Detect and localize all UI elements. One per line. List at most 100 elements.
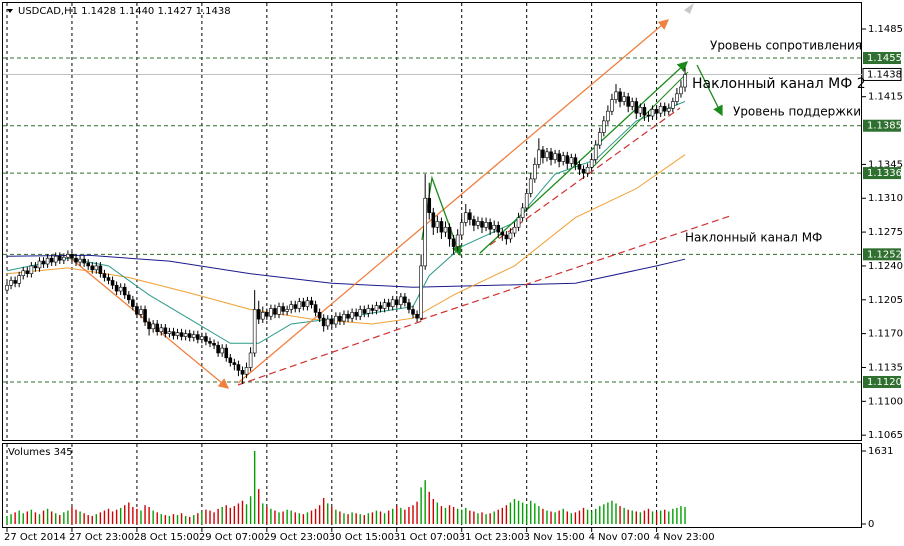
candle-body: [427, 197, 432, 214]
candle-body: [610, 99, 614, 112]
candle-body: [5, 284, 9, 291]
candle-body: [451, 238, 456, 247]
volume-tick-label: 1631: [868, 446, 893, 457]
candle-body: [622, 96, 626, 102]
annotation: Уровень поддержки: [733, 105, 861, 119]
candle-body: [557, 153, 561, 162]
candle-body: [297, 301, 302, 309]
candle-body: [155, 323, 160, 332]
candle-body: [484, 222, 488, 228]
y-tick-label: 1.1275: [868, 227, 903, 238]
candle-body: [179, 332, 184, 337]
candle-body: [224, 347, 229, 359]
candle-body: [49, 257, 54, 263]
candle-body: [650, 108, 655, 117]
candle-body: [273, 308, 277, 315]
level-label: 1.1252: [867, 249, 902, 260]
candle-body: [415, 313, 419, 319]
volumes: [6, 451, 686, 524]
candle-body: [248, 352, 253, 368]
candle-body: [37, 260, 42, 269]
level-label: 1.1385: [867, 121, 902, 132]
candle-body: [135, 306, 139, 315]
candle-body: [127, 294, 131, 301]
x-tick-label: 31 Oct 23:00: [459, 532, 524, 543]
x-tick-label: 31 Oct 07:00: [394, 532, 459, 543]
candle-body: [516, 217, 521, 228]
candle-body: [658, 106, 663, 114]
candle-body: [236, 364, 241, 371]
candle-body: [102, 273, 107, 278]
candle-body: [581, 168, 586, 174]
candle-body: [366, 308, 371, 314]
candle-body: [411, 309, 415, 315]
candle-body: [342, 313, 346, 322]
candle-body: [549, 151, 553, 160]
candle-body: [480, 221, 484, 228]
candle-body: [163, 327, 168, 334]
candle-body: [443, 226, 448, 233]
candle-body: [200, 336, 204, 340]
candle-body: [537, 149, 541, 165]
candle-body: [293, 304, 298, 309]
candle-body: [488, 222, 492, 230]
moving-average: [6, 154, 686, 325]
volume-title: Volumes 345: [8, 447, 73, 458]
candle-body: [512, 226, 517, 234]
candle-body: [666, 108, 671, 112]
candle-body: [41, 260, 46, 265]
candle-body: [151, 323, 155, 330]
candle-body: [183, 333, 188, 337]
trend-line: [591, 71, 689, 169]
x-tick-label: 4 Nov 07:00: [589, 532, 650, 543]
candle-body: [167, 331, 172, 334]
candle-body: [390, 299, 395, 307]
candle-body: [57, 255, 62, 261]
candle-body: [350, 312, 354, 319]
candle-body: [62, 256, 66, 261]
candle-body: [90, 265, 95, 271]
candle-body: [171, 331, 176, 336]
candle-body: [305, 300, 310, 307]
candle-body: [630, 101, 635, 107]
candle-body: [642, 107, 647, 116]
candle-body: [122, 286, 127, 296]
level-label-box: [863, 248, 901, 261]
candle-body: [285, 309, 289, 312]
candle-body: [419, 265, 423, 319]
candle-body: [338, 315, 342, 322]
candle-body: [626, 96, 630, 107]
candle-body: [94, 265, 99, 271]
candle-body: [147, 321, 151, 330]
candle-body: [74, 257, 78, 263]
level-label: 1.1455: [867, 53, 902, 64]
candle-body: [646, 114, 651, 117]
candle-body: [139, 309, 143, 315]
y-tick-label: 1.1485: [868, 24, 903, 35]
trend-line: [489, 107, 681, 246]
candle-body: [313, 304, 318, 313]
candle-body: [524, 193, 529, 209]
candle-body: [500, 231, 505, 236]
candle-body: [407, 302, 411, 310]
candle-body: [496, 225, 501, 233]
candle-body: [671, 101, 675, 109]
candle-body: [106, 277, 111, 281]
candle-body: [228, 357, 233, 363]
chart-header: USDCAD,H1 1.1428 1.1440 1.1427 1.1438: [18, 6, 231, 17]
level-label: 1.1120: [867, 377, 902, 388]
candle-body: [589, 159, 594, 168]
candle-body: [423, 197, 427, 267]
candle-body: [435, 221, 440, 228]
candle-body: [468, 212, 472, 220]
candle-body: [532, 164, 537, 180]
x-tick-label: 29 Oct 23:00: [264, 532, 329, 543]
candle-body: [382, 302, 387, 309]
candle-body: [269, 308, 273, 317]
candle-body: [386, 302, 391, 307]
candle-body: [187, 333, 192, 338]
x-tick-label: 27 Oct 2014: [4, 532, 66, 543]
candle-body: [70, 254, 74, 259]
candle-body: [492, 225, 497, 230]
